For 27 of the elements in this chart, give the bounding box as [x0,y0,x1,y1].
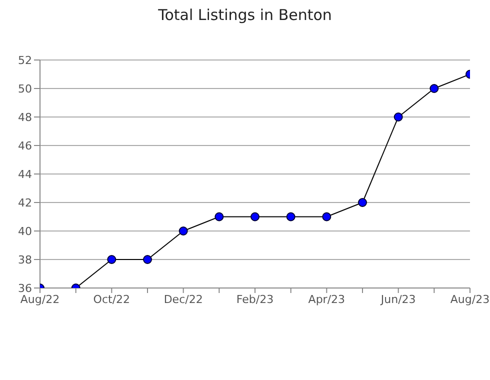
y-tick-label: 38 [18,253,32,266]
point [143,255,152,264]
point [250,212,260,222]
x-tick-label: Dec/22 [164,292,203,306]
y-tick-label: 42 [18,196,32,210]
x-tick-label: Apr/23 [308,292,346,306]
y-tick-label: 36 [18,282,32,295]
x-tick-label: Oct/22 [93,292,130,306]
point [430,84,439,93]
point [107,255,116,264]
y-tick-label: 40 [18,224,32,238]
y-tick-label: 52 [18,54,32,67]
point [214,212,224,222]
point [394,112,403,122]
y-tick-label: 46 [18,139,32,152]
point [358,198,367,207]
x-tick-label: Aug/23 [450,292,490,306]
point [286,212,296,222]
y-tick-label: 48 [18,110,32,124]
chart-title: Total Listings in Benton [157,6,333,24]
x-tick-label: Aug/22 [20,292,60,306]
point [178,226,188,236]
x-tick-label: Jun/23 [380,292,416,306]
point [322,212,332,222]
y-tick-label: 44 [18,168,32,181]
x-tick-label: Feb/23 [236,292,274,306]
y-tick-label: 50 [18,82,32,96]
